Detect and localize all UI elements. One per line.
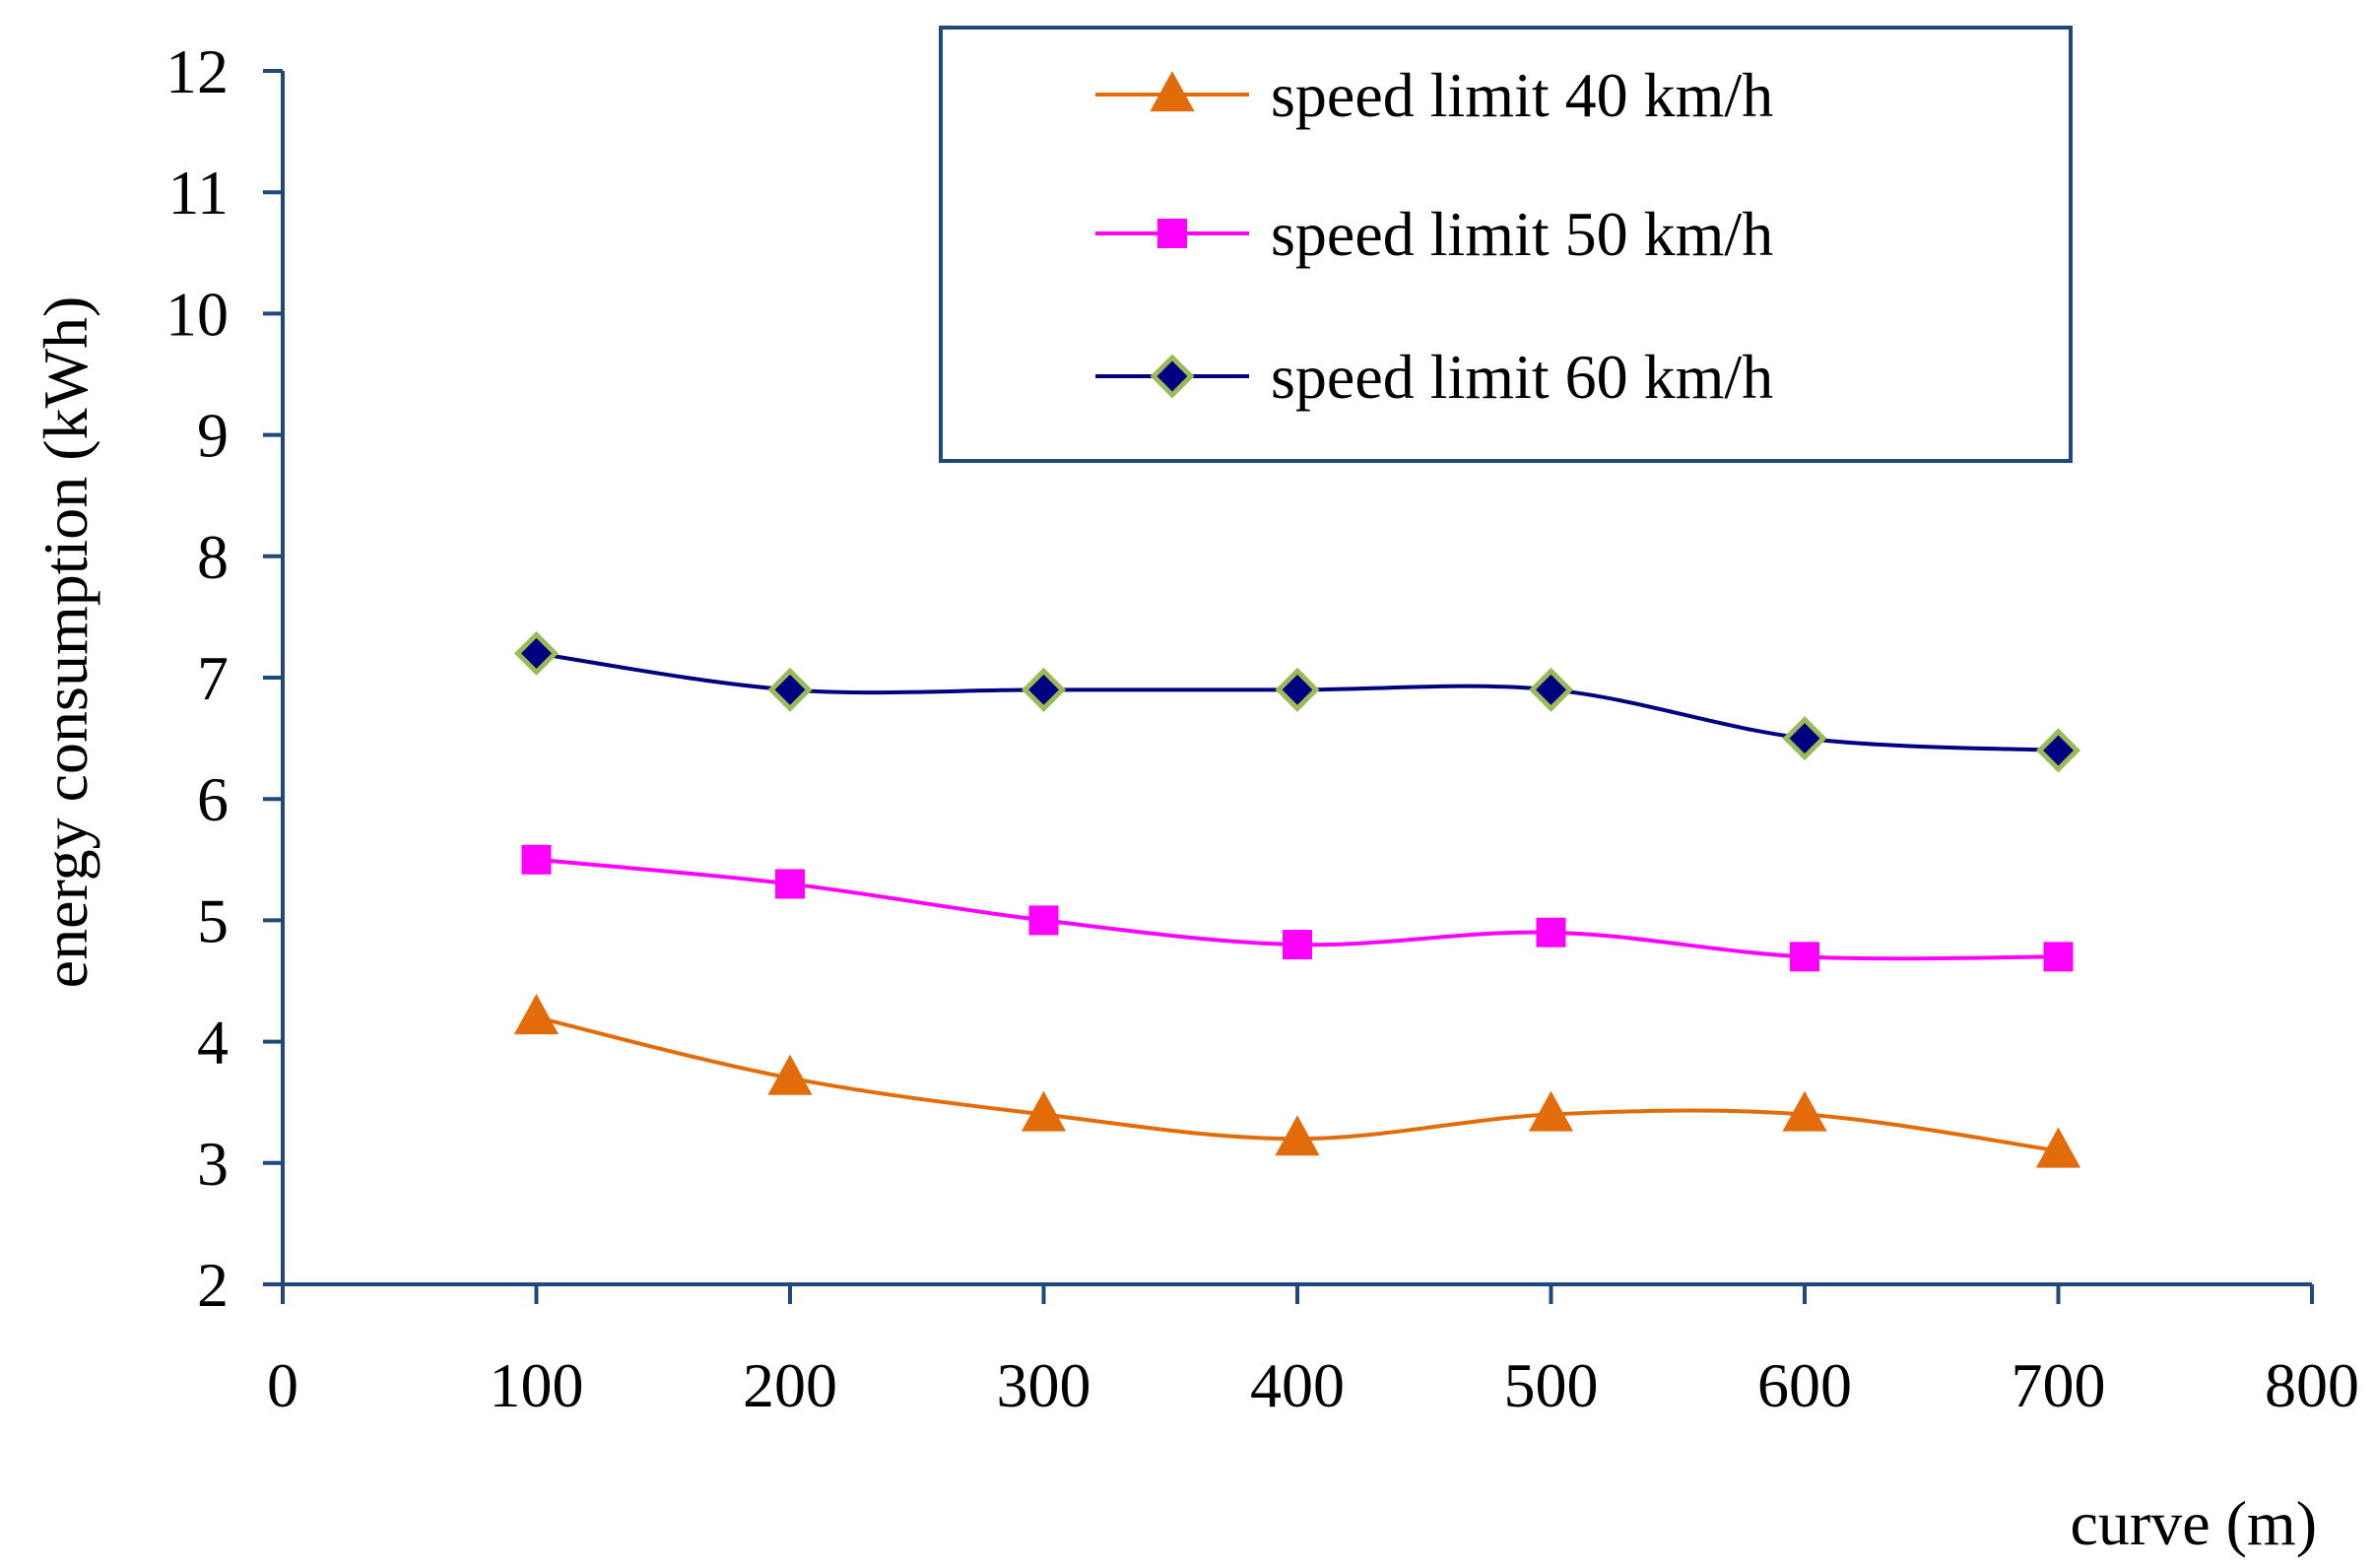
- legend-entry: speed limit 60 km/h: [1095, 342, 1773, 412]
- data-point: [1028, 905, 1059, 936]
- x-tick-label: 600: [1757, 1350, 1852, 1420]
- data-point: [513, 994, 560, 1035]
- y-tick-label: 11: [167, 158, 229, 228]
- y-tick-label: 7: [197, 643, 229, 713]
- series-1: [513, 994, 2081, 1168]
- y-axis-title: energy consumption (kWh): [31, 296, 100, 989]
- y-tick-label: 4: [197, 1008, 229, 1078]
- x-tick-label: 0: [267, 1350, 298, 1420]
- x-axis-title: curve (m): [2070, 1488, 2317, 1558]
- legend-box: [939, 26, 2073, 463]
- legend-label: speed limit 40 km/h: [1271, 60, 1773, 130]
- data-point: [775, 869, 805, 899]
- data-point: [1790, 942, 1819, 972]
- y-tick-label: 8: [197, 522, 229, 592]
- legend-swatch-marker: [1150, 71, 1195, 112]
- data-point: [1275, 1115, 1320, 1156]
- x-tick-label: 500: [1504, 1350, 1599, 1420]
- series: [513, 630, 2081, 1168]
- series-3: [513, 630, 2081, 773]
- series-2: [521, 844, 2074, 972]
- legend: speed limit 40 km/h speed limit 50 km/h sp…: [939, 26, 2073, 463]
- data-point: [1021, 667, 1067, 712]
- data-point: [1275, 667, 1320, 712]
- data-point: [2035, 1127, 2081, 1168]
- data-point: [1536, 917, 1566, 947]
- data-point: [1782, 1090, 1827, 1132]
- x-tick-label: 100: [490, 1350, 584, 1420]
- data-point: [1528, 1090, 1574, 1132]
- data-point: [767, 667, 813, 712]
- y-tick-label: 3: [197, 1129, 229, 1199]
- y-tick-label: 5: [197, 885, 229, 955]
- legend-label: speed limit 60 km/h: [1271, 342, 1773, 412]
- x-tick-label: 300: [997, 1350, 1091, 1420]
- x-tick-label: 200: [743, 1350, 837, 1420]
- axes: [263, 69, 2314, 1304]
- tick-labels: 2 3 4 5 6 7 8 9 10 11 12 0 100 200 300 400 500 600 700 800: [165, 36, 2359, 1420]
- legend-entry: speed limit 40 km/h: [1095, 60, 1773, 130]
- data-point: [1283, 930, 1312, 960]
- y-tick-label: 9: [197, 401, 229, 471]
- x-tick-label: 800: [2265, 1350, 2359, 1420]
- data-point: [513, 630, 560, 676]
- x-tick-label: 400: [1250, 1350, 1345, 1420]
- y-tick-label: 12: [165, 36, 229, 106]
- data-point: [2035, 728, 2081, 773]
- y-tick-label: 6: [197, 764, 229, 834]
- legend-swatch-marker: [1157, 219, 1187, 248]
- y-tick-label: 10: [165, 279, 229, 349]
- legend-label: speed limit 50 km/h: [1271, 199, 1773, 269]
- data-point: [2043, 942, 2074, 972]
- data-point: [1528, 667, 1574, 712]
- legend-entry: speed limit 50 km/h: [1095, 199, 1773, 269]
- data-point: [1021, 1090, 1067, 1132]
- legend-swatch-marker: [1150, 354, 1195, 399]
- data-point: [521, 844, 552, 875]
- data-point: [1782, 716, 1827, 761]
- data-point: [767, 1054, 813, 1095]
- x-tick-label: 700: [2012, 1350, 2106, 1420]
- y-tick-label: 2: [197, 1250, 229, 1320]
